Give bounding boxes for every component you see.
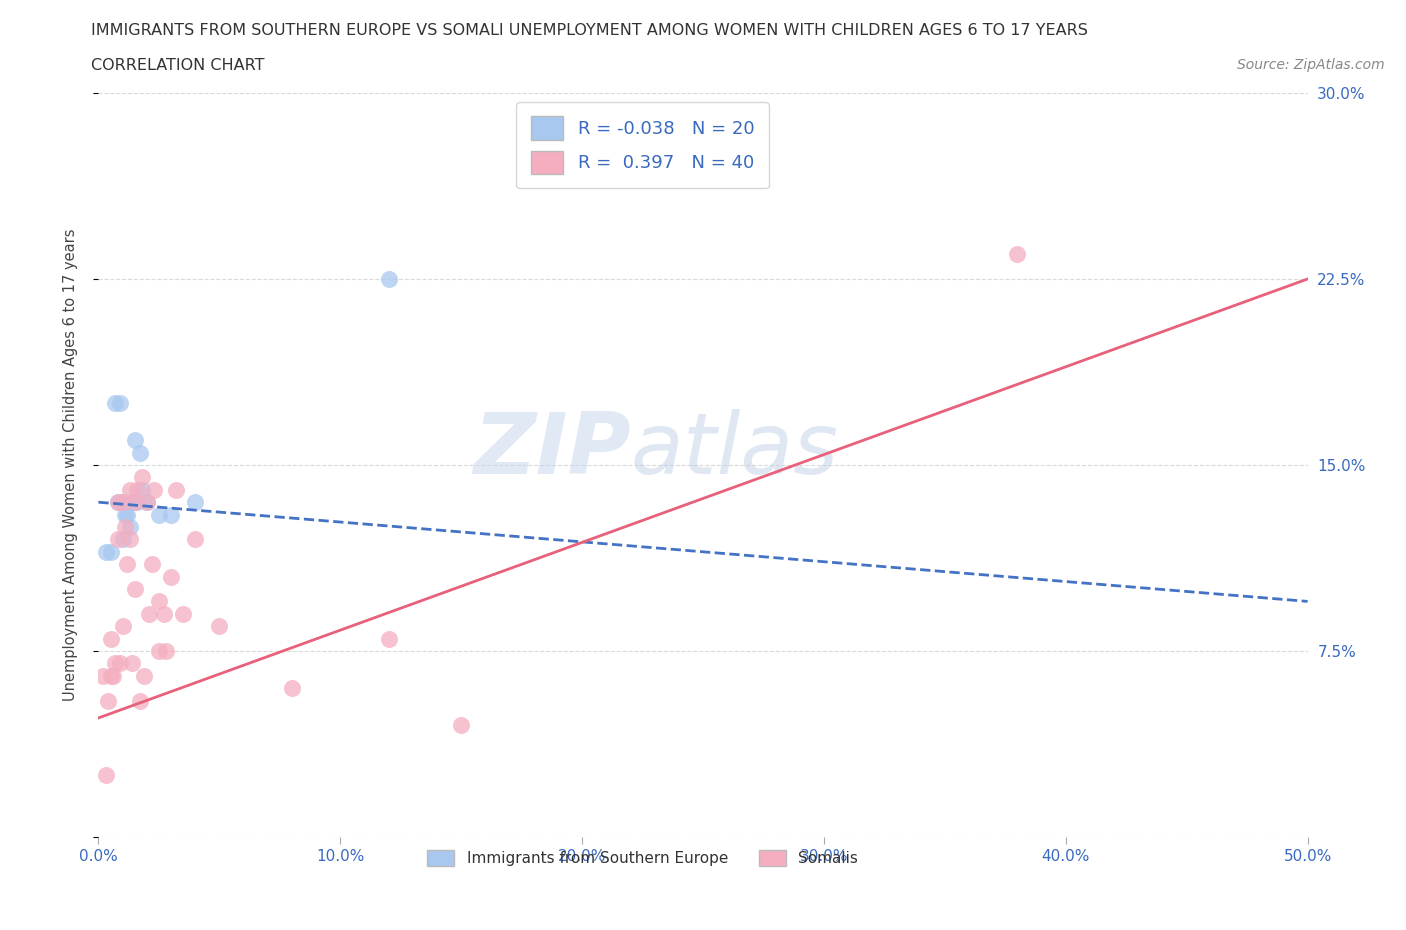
Point xyxy=(94,767,117,782)
Point xyxy=(128,445,150,460)
Point xyxy=(143,483,166,498)
Point xyxy=(111,495,134,510)
Point xyxy=(160,569,183,584)
Point xyxy=(100,544,122,559)
Text: IMMIGRANTS FROM SOUTHERN EUROPE VS SOMALI UNEMPLOYMENT AMONG WOMEN WITH CHILDREN: IMMIGRANTS FROM SOUTHERN EUROPE VS SOMAL… xyxy=(91,23,1088,38)
Point xyxy=(118,483,141,498)
Text: ZIP: ZIP xyxy=(472,408,630,492)
Text: Source: ZipAtlas.com: Source: ZipAtlas.com xyxy=(1237,58,1385,72)
Point xyxy=(101,669,124,684)
Point xyxy=(127,483,149,498)
Point xyxy=(124,495,146,510)
Point xyxy=(450,718,472,733)
Point xyxy=(114,507,136,522)
Point xyxy=(208,618,231,633)
Point xyxy=(100,669,122,684)
Point xyxy=(377,631,399,646)
Y-axis label: Unemployment Among Women with Children Ages 6 to 17 years: Unemployment Among Women with Children A… xyxy=(63,229,77,701)
Point xyxy=(148,507,170,522)
Point xyxy=(100,631,122,646)
Point xyxy=(131,470,153,485)
Point xyxy=(148,594,170,609)
Point xyxy=(121,495,143,510)
Point xyxy=(165,483,187,498)
Point xyxy=(108,395,131,410)
Point xyxy=(131,483,153,498)
Point xyxy=(108,656,131,671)
Point xyxy=(97,693,120,708)
Point xyxy=(107,495,129,510)
Point xyxy=(111,618,134,633)
Point xyxy=(107,495,129,510)
Point xyxy=(121,656,143,671)
Point xyxy=(152,606,174,621)
Point xyxy=(155,644,177,658)
Point xyxy=(184,532,207,547)
Point xyxy=(1007,246,1029,261)
Point xyxy=(91,669,114,684)
Point xyxy=(94,544,117,559)
Point xyxy=(114,520,136,535)
Point xyxy=(135,495,157,510)
Text: CORRELATION CHART: CORRELATION CHART xyxy=(91,58,264,73)
Point xyxy=(141,557,163,572)
Point xyxy=(128,693,150,708)
Point xyxy=(118,520,141,535)
Point xyxy=(124,581,146,596)
Text: atlas: atlas xyxy=(630,408,838,492)
Point xyxy=(104,395,127,410)
Point xyxy=(172,606,194,621)
Point xyxy=(148,644,170,658)
Point xyxy=(138,606,160,621)
Point xyxy=(107,532,129,547)
Point xyxy=(118,532,141,547)
Point xyxy=(104,656,127,671)
Legend: Immigrants from Southern Europe, Somalis: Immigrants from Southern Europe, Somalis xyxy=(419,843,866,874)
Point xyxy=(117,557,139,572)
Point xyxy=(124,432,146,447)
Point xyxy=(160,507,183,522)
Point xyxy=(134,669,156,684)
Point xyxy=(127,495,149,510)
Point xyxy=(111,495,134,510)
Point xyxy=(135,495,157,510)
Point xyxy=(111,532,134,547)
Point xyxy=(184,495,207,510)
Point xyxy=(117,507,139,522)
Point xyxy=(377,272,399,286)
Point xyxy=(281,681,304,696)
